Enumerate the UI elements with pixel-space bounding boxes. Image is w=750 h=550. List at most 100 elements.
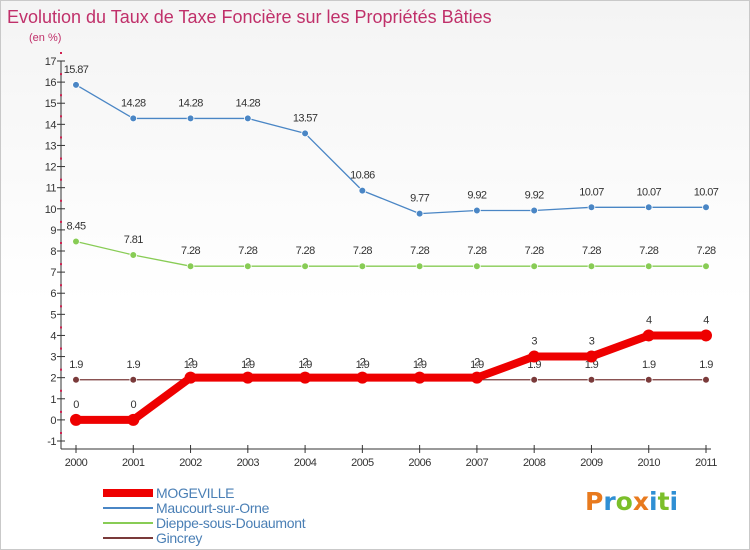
data-label: 7.28 <box>238 245 257 257</box>
x-tick-label: 2011 <box>695 457 717 469</box>
data-label: 10.07 <box>636 186 661 198</box>
data-label: 3 <box>589 336 595 348</box>
data-point <box>127 413 140 426</box>
data-point <box>184 371 197 384</box>
chart-subtitle: (en %) <box>29 32 61 44</box>
y-tick-label: 0 <box>50 415 56 427</box>
y-tick-label: 6 <box>50 288 56 300</box>
x-tick-label: 2010 <box>637 457 660 469</box>
data-label: 7.28 <box>296 245 315 257</box>
series-layer: 1.9 1.9 1.9 1.9 1.9 1.9 1.9 1.9 1.9 1.9 1.9 1.98.45… <box>64 64 719 426</box>
y-tick-label: 13 <box>45 140 57 152</box>
data-point <box>301 262 309 271</box>
series-line <box>75 84 707 215</box>
data-label: 7.28 <box>353 245 372 257</box>
data-point <box>129 114 138 123</box>
data-label: 7.28 <box>181 245 200 257</box>
y-tick-label: 3 <box>50 352 56 364</box>
data-point <box>186 262 195 271</box>
data-label: 15.87 <box>64 64 89 76</box>
legend-label: Maucourt-sur-Orne <box>156 500 270 516</box>
data-label: 14.28 <box>121 97 146 109</box>
data-label: 2 <box>188 357 194 369</box>
data-label: 9.77 <box>410 193 429 205</box>
data-point <box>473 206 481 215</box>
data-label: 2 <box>474 357 480 369</box>
data-label: 2 <box>417 357 423 369</box>
logo-letter: i <box>669 487 679 516</box>
data-point <box>244 262 252 271</box>
y-tick-label: 8 <box>50 246 56 258</box>
y-tick-label: 5 <box>50 309 56 321</box>
data-point <box>530 375 538 384</box>
data-point <box>587 375 596 384</box>
data-point <box>415 262 424 271</box>
data-point <box>129 251 138 259</box>
data-label: 4 <box>703 314 709 326</box>
data-label: 1.9 <box>241 359 255 371</box>
logo-letter: i <box>649 487 658 516</box>
legend: MOGEVILLEMaucourt-sur-OrneDieppe-sous-Do… <box>103 485 306 546</box>
data-point <box>72 81 80 89</box>
data-point <box>644 375 653 384</box>
data-label: 3 <box>531 336 537 348</box>
data-label: 1.9 <box>413 359 427 371</box>
data-label: 10.86 <box>350 170 375 182</box>
data-label: 2 <box>245 357 251 369</box>
data-label: 14.28 <box>178 97 203 109</box>
logo-letter: x <box>632 487 649 516</box>
logo-letter: t <box>657 487 670 516</box>
data-label: 1.9 <box>127 359 141 371</box>
data-label: 1.9 <box>356 359 370 371</box>
x-tick-label: 2000 <box>65 457 88 469</box>
x-tick-label: 2007 <box>466 457 489 469</box>
series-line <box>75 240 707 267</box>
data-point <box>415 209 424 218</box>
legend-label: MOGEVILLE <box>156 485 234 501</box>
data-point <box>530 262 538 271</box>
logo-letter: o <box>615 487 633 516</box>
data-point <box>241 371 254 384</box>
data-point <box>129 375 138 384</box>
y-tick-label: 1 <box>50 394 56 406</box>
data-point <box>299 371 312 384</box>
data-point <box>186 114 195 123</box>
data-point <box>244 114 252 123</box>
data-label: 1.9 <box>298 359 312 371</box>
logo-letter: P <box>585 487 604 516</box>
x-tick-label: 2008 <box>523 457 546 469</box>
data-point <box>70 413 82 426</box>
logo-letter: r <box>603 487 616 516</box>
x-tick-label: 2005 <box>351 457 374 469</box>
data-label: 4 <box>646 314 652 326</box>
y-tick-label: 10 <box>45 204 57 216</box>
data-label: 13.57 <box>293 112 318 124</box>
y-tick-label: 11 <box>46 183 57 195</box>
x-tick-label: 2006 <box>408 457 431 469</box>
series-line <box>72 331 710 424</box>
data-label: 1.9 <box>470 359 484 371</box>
x-tick-label: 2009 <box>580 457 603 469</box>
data-label: 7.28 <box>410 245 429 257</box>
data-point <box>587 262 596 271</box>
data-point <box>642 329 655 342</box>
x-tick-label: 2003 <box>237 457 260 469</box>
data-label: 10.07 <box>694 186 719 198</box>
y-tick-label: 16 <box>45 77 57 89</box>
x-tick-label: 2002 <box>179 457 202 469</box>
legend-label: Dieppe-sous-Douaumont <box>156 515 306 531</box>
data-point <box>413 371 426 384</box>
chart-title: Evolution du Taux de Taxe Foncière sur l… <box>7 7 492 27</box>
data-point <box>358 186 367 195</box>
data-point <box>644 262 653 271</box>
data-label: 2 <box>302 357 308 369</box>
data-point <box>358 262 367 271</box>
data-label: 14.28 <box>236 97 261 109</box>
data-point <box>72 237 80 246</box>
y-tick-label: 9 <box>50 225 56 237</box>
data-label: 0 <box>73 399 79 411</box>
data-label: 1.9 <box>642 359 656 371</box>
data-point <box>587 203 596 212</box>
